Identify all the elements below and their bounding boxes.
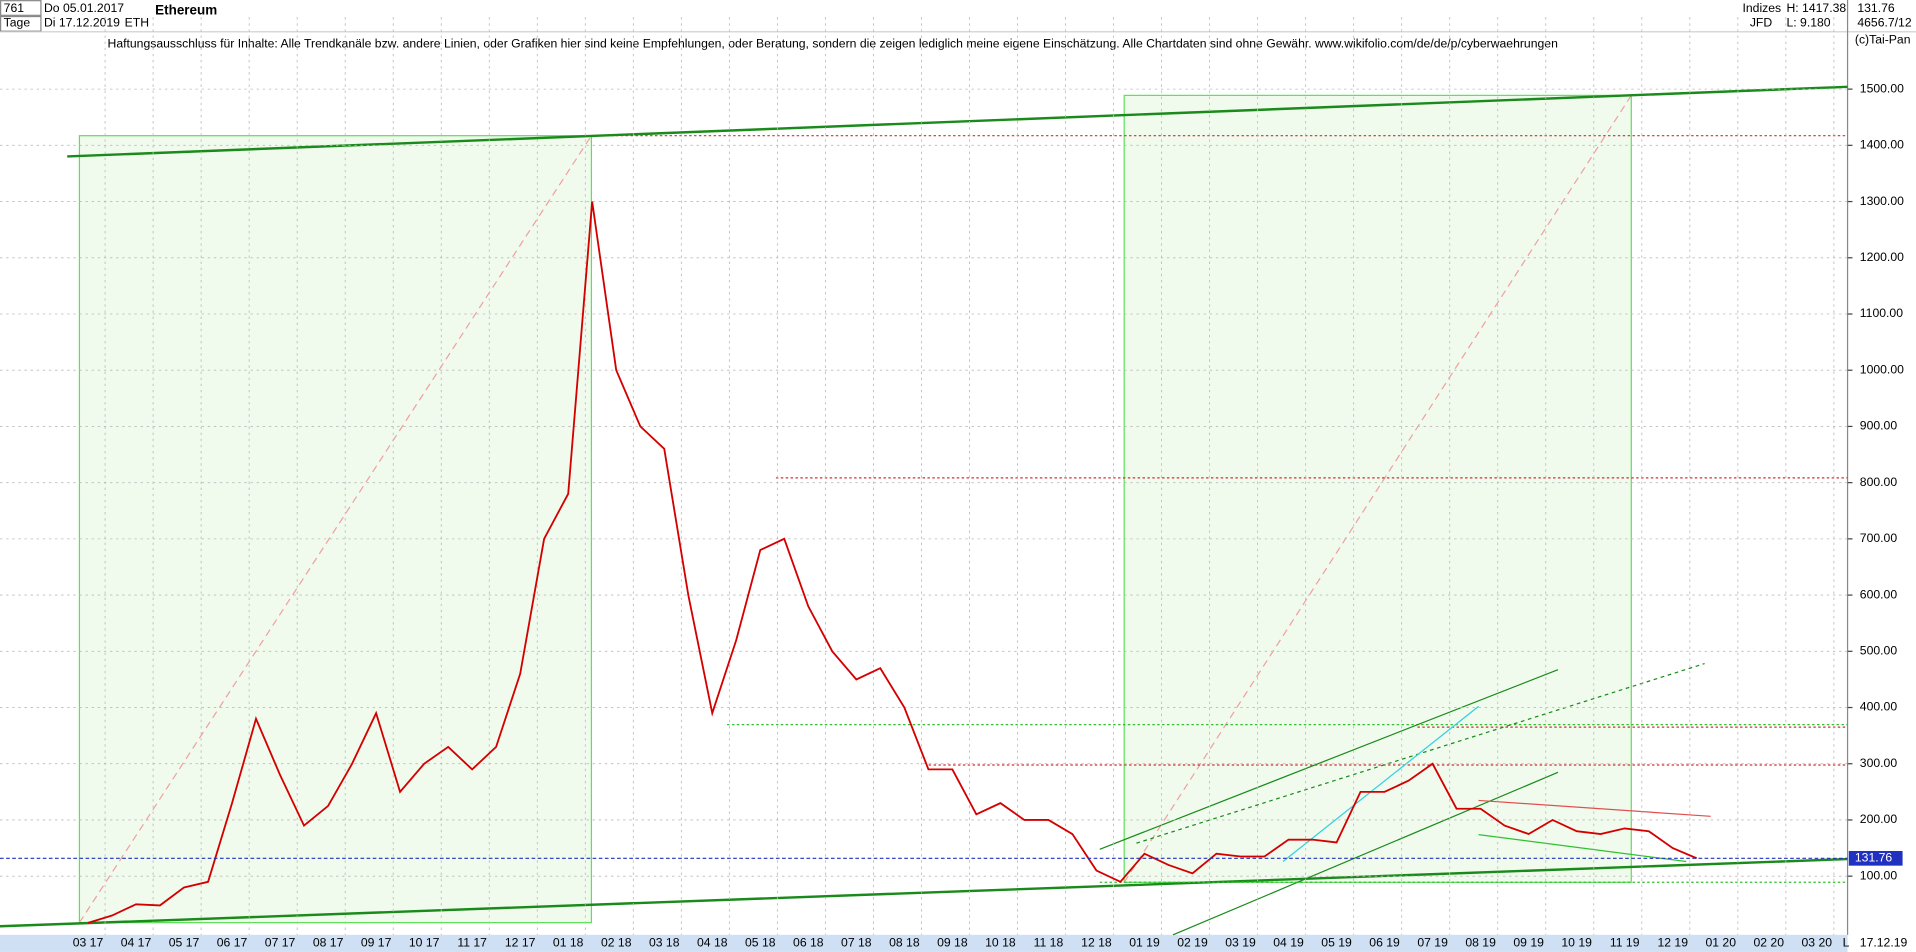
x-tick-label: 11 18 bbox=[1034, 936, 1064, 950]
start-date: Do 05.01.2017 bbox=[44, 1, 124, 15]
symbol: ETH bbox=[125, 15, 149, 29]
x-tick-label: 10 19 bbox=[1561, 936, 1592, 950]
y-tick-label: 200.00 bbox=[1860, 812, 1898, 826]
x-tick-label: 01 18 bbox=[553, 936, 584, 950]
trend bbox=[1172, 771, 1559, 936]
y-tick-label: 400.00 bbox=[1860, 700, 1898, 714]
low: L: 9.180 bbox=[1786, 15, 1830, 29]
y-tick-label: 100.00 bbox=[1860, 868, 1898, 882]
x-tick-label: 05 17 bbox=[169, 936, 200, 950]
x-tick-label: 02 20 bbox=[1753, 936, 1784, 950]
x-tick-label: 09 18 bbox=[937, 936, 968, 950]
x-tick-label: 08 19 bbox=[1465, 936, 1496, 950]
drawings bbox=[0, 85, 1848, 936]
x-tick-label: 01 19 bbox=[1129, 936, 1160, 950]
y-tick-label: 900.00 bbox=[1860, 419, 1898, 433]
x-tick-label: 10 17 bbox=[409, 936, 440, 950]
x-tick-label: 11 19 bbox=[1610, 936, 1640, 950]
x-tick-label: 06 19 bbox=[1369, 936, 1400, 950]
x-tick-label: 04 19 bbox=[1273, 936, 1304, 950]
x-tick-label: 05 18 bbox=[745, 936, 776, 950]
trend bbox=[0, 857, 1848, 928]
trend bbox=[1282, 705, 1479, 863]
bars-box[interactable] bbox=[0, 0, 42, 16]
trend bbox=[1478, 799, 1711, 817]
axis-end: L bbox=[1843, 936, 1850, 950]
last: 131.76 bbox=[1857, 1, 1895, 15]
x-tick-label: 01 20 bbox=[1705, 936, 1736, 950]
x-tick-label: 06 18 bbox=[793, 936, 824, 950]
diagonal bbox=[1123, 95, 1632, 883]
y-tick-label: 600.00 bbox=[1860, 587, 1898, 601]
y-tick-label: 1300.00 bbox=[1860, 194, 1904, 208]
x-tick-label: 09 17 bbox=[361, 936, 392, 950]
x-tick-label: 04 17 bbox=[121, 936, 152, 950]
last-price-label: 131.76 bbox=[1855, 851, 1893, 865]
diagonal bbox=[78, 135, 592, 923]
y-tick-label: 700.00 bbox=[1860, 531, 1898, 545]
y-tick-label: 1000.00 bbox=[1860, 362, 1904, 376]
last-price-badge bbox=[1848, 850, 1903, 866]
market: Indizes bbox=[1742, 1, 1781, 15]
trend bbox=[1478, 834, 1687, 863]
high: H: 1417.38 bbox=[1786, 1, 1846, 15]
x-tick-label: 07 18 bbox=[841, 936, 872, 950]
x-tick-label: 04 18 bbox=[697, 936, 728, 950]
plot: 100.00 200.00 300.00 400.00 500.00 600.00 700.… bbox=[0, 17, 1904, 950]
x-tick-label: 08 18 bbox=[889, 936, 920, 950]
x-axis-strip bbox=[0, 934, 1848, 952]
x-tick-label: 02 18 bbox=[601, 936, 632, 950]
x-tick-label: 10 18 bbox=[985, 936, 1016, 950]
x-tick-label: 03 17 bbox=[73, 936, 104, 950]
y-tick-label: 1200.00 bbox=[1860, 250, 1904, 264]
y-tick-label: 500.00 bbox=[1860, 644, 1898, 658]
y-tick-label: 300.00 bbox=[1860, 756, 1898, 770]
y-tick-label: 1100.00 bbox=[1860, 306, 1903, 320]
x-tick-label: 07 17 bbox=[265, 936, 296, 950]
x-tick-label: 11 17 bbox=[457, 936, 487, 950]
x-tick-label: 07 19 bbox=[1417, 936, 1448, 950]
trend bbox=[1099, 669, 1559, 850]
x-tick-label: 06 17 bbox=[217, 936, 248, 950]
end-label: 17.12.19 bbox=[1860, 936, 1908, 950]
source: JFD bbox=[1750, 15, 1773, 29]
x-tick-label: 02 19 bbox=[1177, 936, 1208, 950]
x-tick-label: 08 17 bbox=[313, 936, 344, 950]
end-date: Di 17.12.2019 bbox=[44, 15, 120, 29]
copyright: (c)Tai-Pan bbox=[1855, 33, 1911, 47]
period: Tage bbox=[4, 15, 31, 29]
disclaimer: Haftungsausschluss für Inhalte: Alle Tre… bbox=[108, 36, 1558, 50]
x-tick-label: 03 20 bbox=[1802, 936, 1833, 950]
x-tick-label: 12 19 bbox=[1657, 936, 1688, 950]
ident: 4656.7/12 bbox=[1857, 15, 1912, 29]
x-tick-label: 12 18 bbox=[1081, 936, 1112, 950]
chart-title: Ethereum bbox=[155, 3, 217, 18]
x-tick-label: 03 18 bbox=[649, 936, 680, 950]
x-tick-label: 05 19 bbox=[1321, 936, 1352, 950]
y-tick-label: 1500.00 bbox=[1860, 81, 1904, 95]
x-tick-label: 12 17 bbox=[505, 936, 536, 950]
y-tick-label: 1400.00 bbox=[1860, 138, 1904, 152]
price-line bbox=[87, 201, 1698, 924]
x-tick-label: 03 19 bbox=[1225, 936, 1256, 950]
y-tick-label: 800.00 bbox=[1860, 475, 1898, 489]
trend bbox=[67, 85, 1848, 158]
x-tick-label: 09 19 bbox=[1513, 936, 1544, 950]
bars: 761 bbox=[4, 1, 25, 15]
